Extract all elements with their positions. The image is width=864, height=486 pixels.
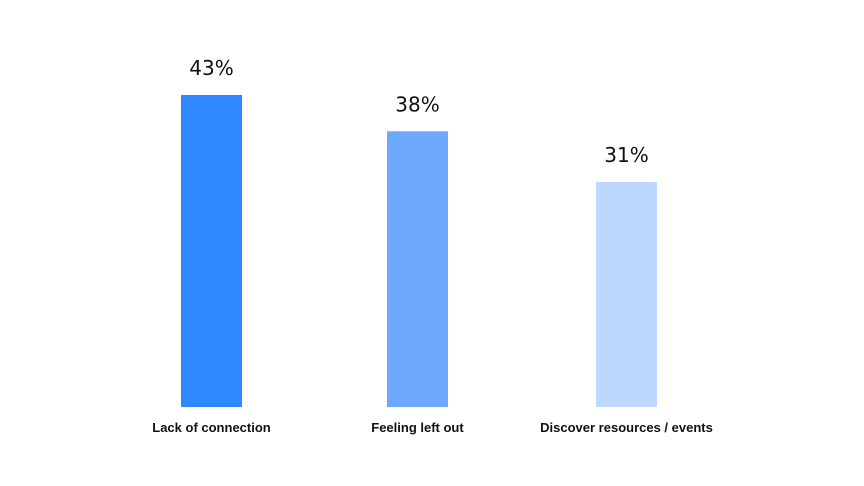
category-label-2: Discover resources / events — [540, 420, 713, 435]
bar-1 — [387, 131, 448, 408]
bar-0 — [181, 95, 242, 407]
value-label-1: 38% — [395, 92, 439, 116]
value-label-0: 43% — [189, 56, 233, 80]
bar-2 — [596, 182, 657, 407]
value-labels-group: 43% 38% 31% — [189, 56, 648, 167]
bars-group — [181, 95, 657, 408]
category-labels-group: Lack of connection Feeling left out Discov… — [152, 420, 713, 435]
category-label-0: Lack of connection — [152, 420, 271, 435]
category-label-1: Feeling left out — [371, 420, 464, 435]
value-label-2: 31% — [604, 143, 648, 167]
